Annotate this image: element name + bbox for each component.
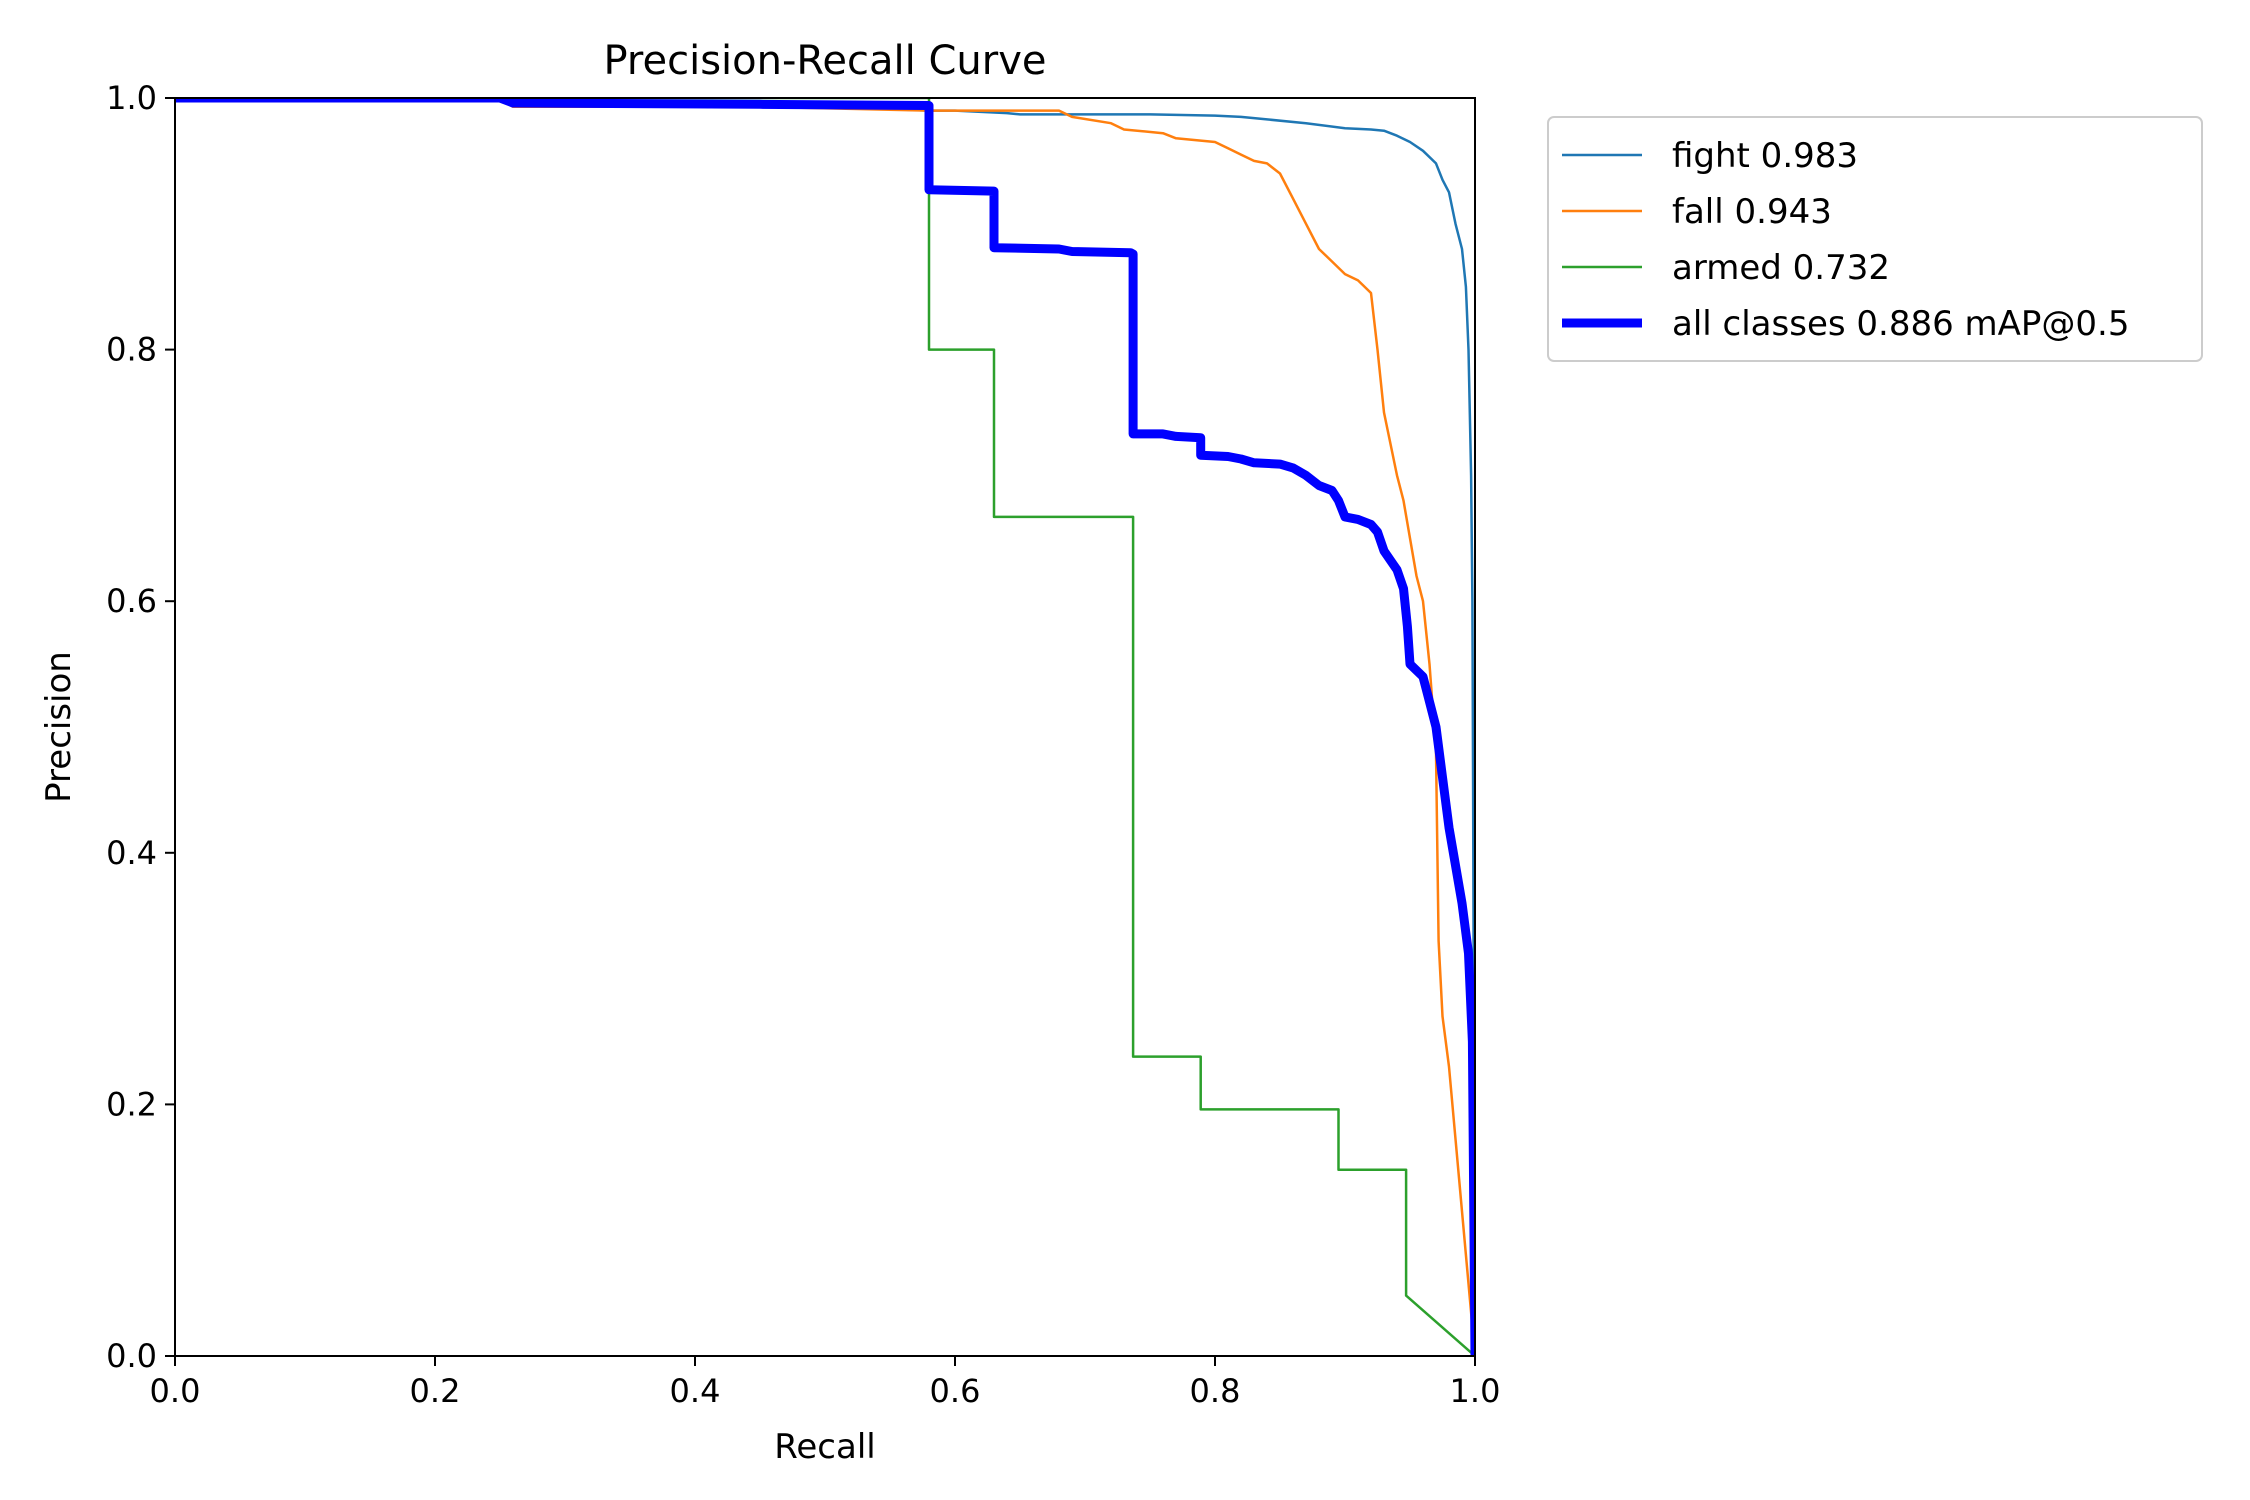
legend-label: armed 0.732 [1672, 248, 1890, 288]
legend-label: fall 0.943 [1672, 192, 1832, 232]
y-tick-label: 0.2 [106, 1085, 157, 1123]
series-line-fall [175, 98, 1475, 1356]
legend: fight 0.983 fall 0.943 armed 0.732 all clas… [1547, 116, 2203, 362]
x-tick-label: 0.4 [670, 1372, 721, 1410]
x-tick-label: 0.0 [150, 1372, 201, 1410]
y-tick-label: 0.8 [106, 331, 157, 369]
plot-frame [174, 97, 1476, 1357]
series-line-armed [175, 98, 1475, 1356]
x-tick-label: 0.2 [410, 1372, 461, 1410]
y-tick-label: 0.4 [106, 834, 157, 872]
y-tick-label: 0.0 [106, 1337, 157, 1375]
chart-title: Precision-Recall Curve [604, 38, 1047, 84]
y-axis-label: Precision [39, 651, 79, 803]
x-axis-ticks: 0.0 0.2 0.4 0.6 0.8 1.0 [150, 1356, 1501, 1410]
legend-box [1547, 116, 2203, 362]
y-tick-label: 0.6 [106, 582, 157, 620]
y-tick-label: 1.0 [106, 79, 157, 117]
x-axis-label: Recall [774, 1427, 875, 1467]
y-axis-ticks: 0.0 0.2 0.4 0.6 0.8 1.0 [106, 79, 175, 1375]
x-tick-label: 0.6 [930, 1372, 981, 1410]
series-layer [175, 98, 1475, 1356]
x-tick-label: 0.8 [1190, 1372, 1241, 1410]
series-line-all [175, 98, 1475, 1356]
legend-label: all classes 0.886 mAP@0.5 [1672, 304, 2129, 344]
legend-label: fight 0.983 [1672, 136, 1858, 176]
x-tick-label: 1.0 [1450, 1372, 1501, 1410]
